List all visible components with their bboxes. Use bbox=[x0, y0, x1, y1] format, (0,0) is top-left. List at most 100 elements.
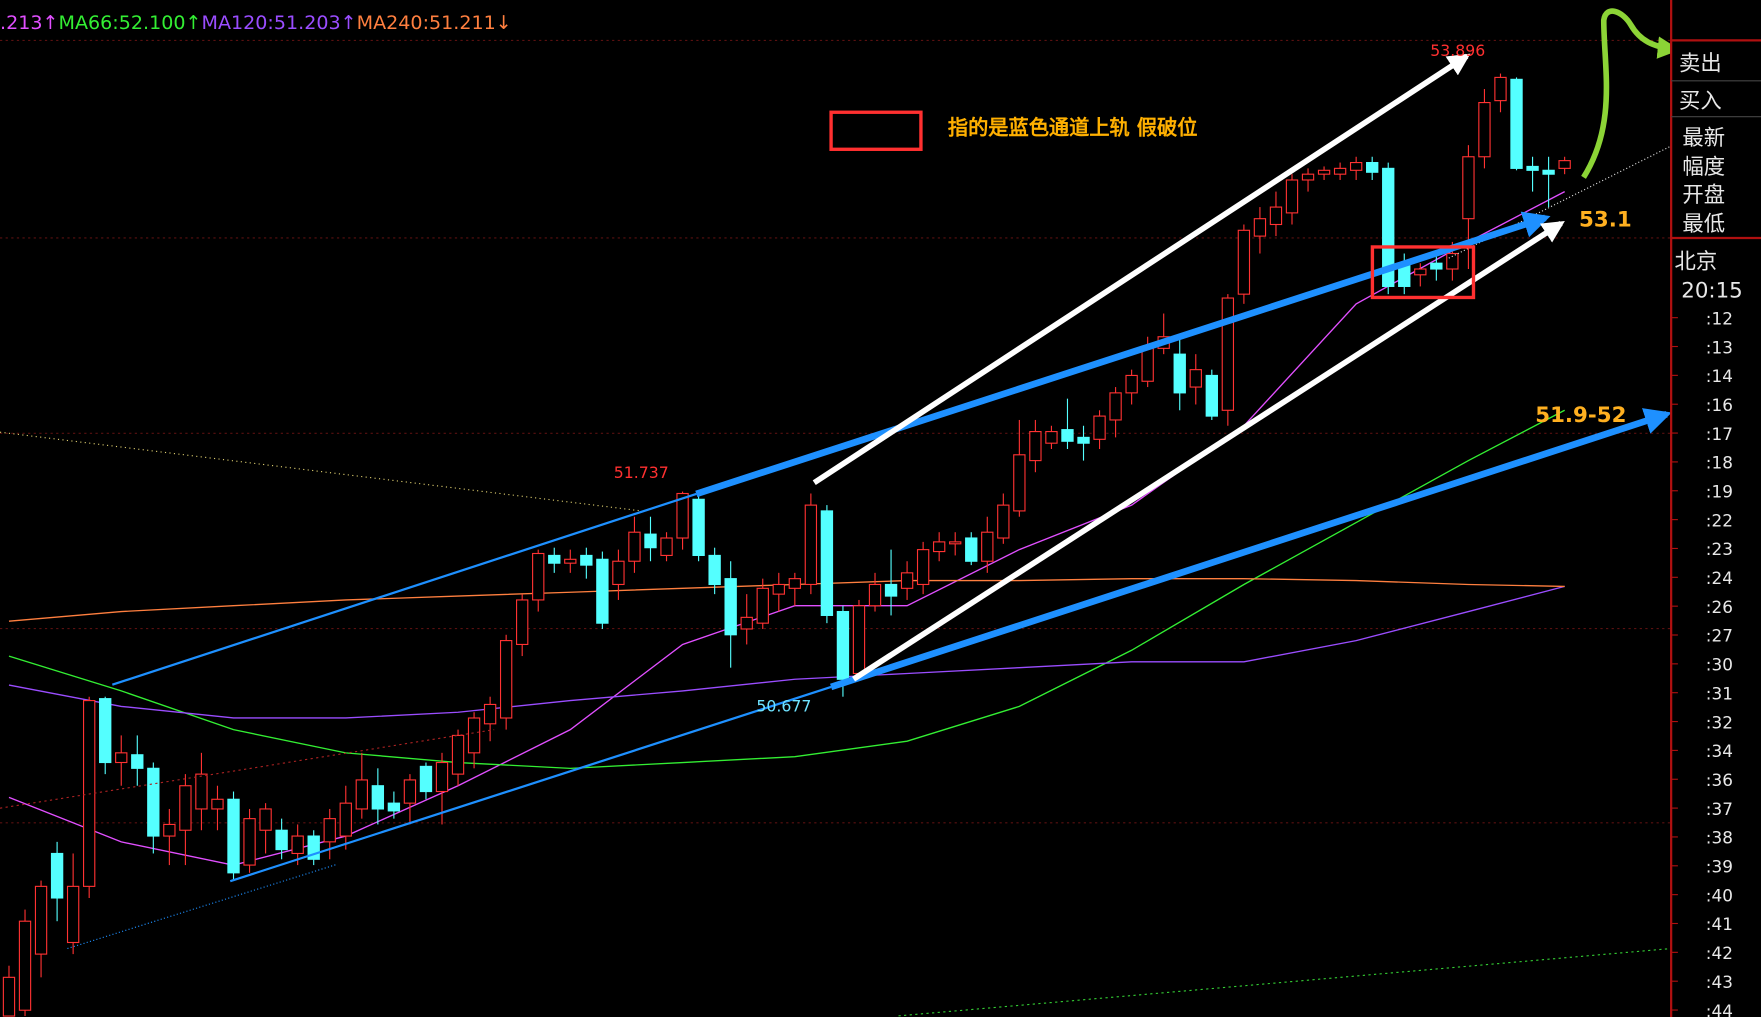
candle-body bbox=[2, 976, 16, 1017]
candle-body bbox=[981, 531, 994, 562]
time-tick: :39 bbox=[1706, 857, 1733, 877]
sell-button[interactable]: 卖出 bbox=[1679, 52, 1722, 77]
candle-body bbox=[1173, 353, 1186, 394]
candle-body bbox=[259, 808, 272, 831]
time-tick: :27 bbox=[1706, 626, 1733, 646]
channel-arrow bbox=[830, 408, 1672, 691]
time-tick: :41 bbox=[1706, 914, 1733, 934]
candle-body bbox=[275, 829, 288, 851]
panel-bg bbox=[1671, 0, 1761, 1017]
candle-body bbox=[724, 578, 737, 636]
dotted-line bbox=[898, 947, 1672, 1017]
candle-body bbox=[804, 504, 818, 586]
candle-body bbox=[676, 492, 689, 539]
candle-body bbox=[564, 558, 577, 564]
candle-body bbox=[131, 754, 144, 769]
candle-body bbox=[660, 537, 673, 556]
time-tick: :14 bbox=[1706, 366, 1733, 386]
candle-body bbox=[1141, 347, 1154, 382]
candle-body bbox=[1333, 167, 1347, 175]
legend-box bbox=[829, 110, 923, 151]
high-label: 53.896 bbox=[1430, 41, 1485, 60]
candle-body bbox=[884, 583, 898, 597]
candle-body bbox=[852, 605, 866, 675]
ma-line bbox=[8, 409, 1565, 770]
candle-body bbox=[965, 537, 978, 562]
time-tick: :32 bbox=[1706, 712, 1733, 732]
time-tick: :31 bbox=[1706, 683, 1733, 703]
quote-label: 开盘 bbox=[1682, 183, 1725, 208]
white-arrow bbox=[812, 53, 1471, 486]
candle-body bbox=[516, 599, 529, 646]
time-tick: :26 bbox=[1706, 597, 1733, 617]
dotted-line bbox=[0, 729, 495, 809]
candle-body bbox=[419, 765, 433, 793]
candle-body bbox=[916, 549, 930, 586]
candle-body bbox=[1237, 229, 1251, 295]
legend-item: MA120:51.203↑ bbox=[201, 12, 356, 34]
candle-body bbox=[195, 773, 208, 810]
candle-body bbox=[1205, 374, 1218, 417]
note: 指的是蓝色通道上轨 假破位 bbox=[948, 116, 1198, 140]
candle-body bbox=[1366, 162, 1379, 173]
candle-body bbox=[371, 785, 385, 810]
buy-button[interactable]: 买入 bbox=[1679, 89, 1722, 114]
candle-body bbox=[1061, 429, 1074, 442]
candle-body bbox=[788, 578, 802, 589]
candle-body bbox=[291, 835, 304, 855]
candle-body bbox=[1077, 436, 1090, 444]
time-ticks: :12:13:14:16:17:18:19:22:23:24:26:27:30:… bbox=[1671, 308, 1733, 1017]
candle-body bbox=[34, 885, 48, 955]
quote-label: 最新 bbox=[1682, 126, 1725, 151]
candle-body bbox=[99, 698, 112, 764]
candle-body bbox=[387, 802, 401, 812]
candle-body bbox=[548, 554, 561, 564]
candle-body bbox=[339, 802, 352, 837]
peak-label: 51.737 bbox=[614, 463, 669, 482]
candle-body bbox=[467, 717, 481, 754]
time-tick: :12 bbox=[1706, 308, 1733, 328]
candle-body bbox=[1414, 268, 1427, 276]
candle-body bbox=[1542, 169, 1555, 175]
candle-body bbox=[1349, 162, 1363, 171]
time-tick: :18 bbox=[1706, 453, 1733, 473]
quote-label: 最低 bbox=[1682, 212, 1725, 237]
candle-body bbox=[179, 785, 192, 831]
candle-body bbox=[1478, 102, 1491, 158]
candle-body bbox=[1029, 431, 1042, 462]
candle-body bbox=[692, 498, 705, 556]
candle-body bbox=[1526, 165, 1539, 171]
time-tick: :34 bbox=[1706, 741, 1733, 761]
candle-body bbox=[483, 703, 497, 725]
candle-body bbox=[708, 554, 721, 586]
candle-body bbox=[211, 798, 224, 810]
candle-body bbox=[227, 798, 240, 874]
candle-body bbox=[1221, 297, 1235, 411]
candle-body bbox=[163, 823, 176, 837]
ma-legend: .213↑MA66:52.100↑MA120:51.203↑MA240:51.2… bbox=[0, 12, 512, 34]
candle-body bbox=[644, 533, 657, 549]
legend-item: MA66:52.100↑ bbox=[58, 12, 201, 34]
candle-body bbox=[1462, 156, 1475, 220]
time-tick: :16 bbox=[1706, 395, 1733, 415]
quote-label: 幅度 bbox=[1682, 155, 1725, 180]
candle-body bbox=[997, 504, 1010, 539]
candle-body bbox=[1301, 173, 1315, 181]
time: 20:15 bbox=[1681, 278, 1742, 303]
candle-body bbox=[355, 779, 368, 810]
time-tick: :22 bbox=[1706, 510, 1733, 530]
time-tick: :19 bbox=[1706, 482, 1733, 502]
candle-body bbox=[50, 852, 64, 899]
legend-item: MA240:51.211↓ bbox=[357, 12, 512, 34]
candle-body bbox=[66, 885, 80, 944]
time-tick: :30 bbox=[1706, 655, 1733, 675]
candle-body bbox=[147, 767, 160, 837]
candle-body bbox=[307, 835, 320, 860]
side-panel: 卖出 买入 最新 幅度 开盘 最低 北京 20:15 :12:13:14:16:… bbox=[1670, 0, 1761, 1017]
candle-body bbox=[868, 583, 882, 607]
candle-body bbox=[115, 752, 128, 764]
low-label: 50.677 bbox=[756, 697, 811, 716]
candle-body bbox=[243, 818, 256, 866]
candle-body bbox=[1285, 179, 1299, 214]
